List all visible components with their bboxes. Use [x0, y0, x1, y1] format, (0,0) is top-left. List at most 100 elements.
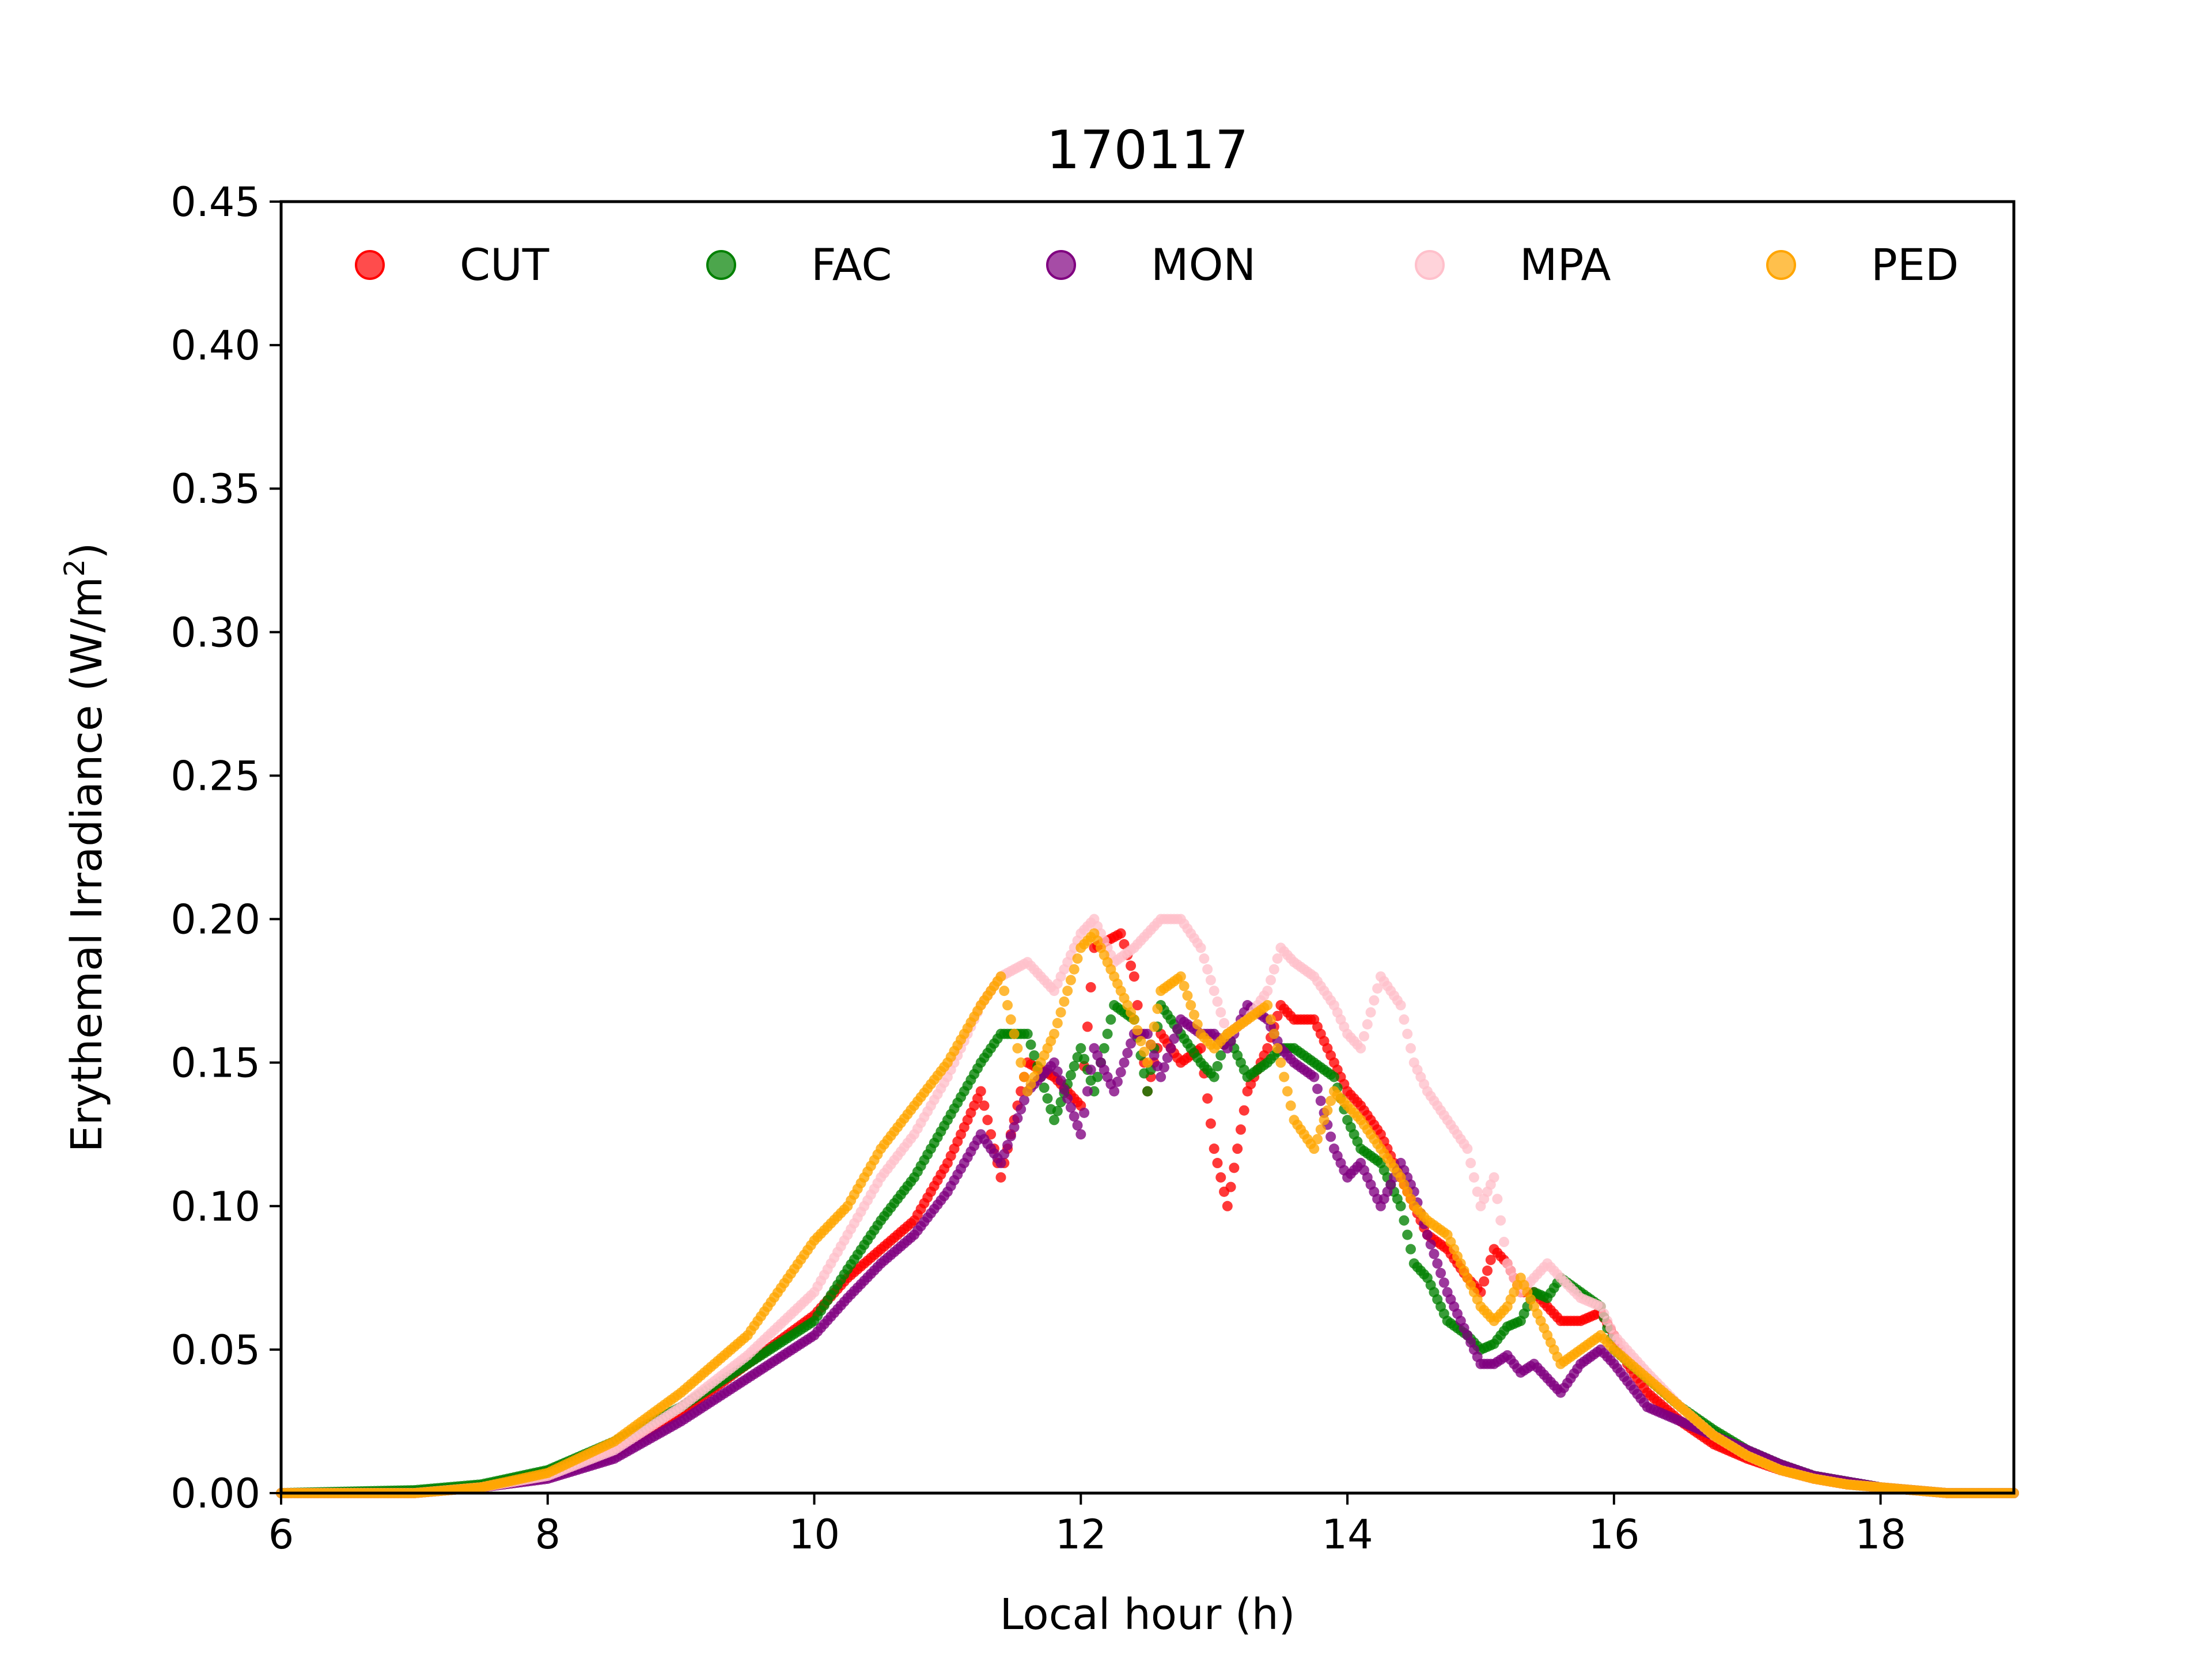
data-point: [979, 1100, 990, 1111]
data-point: [1312, 1134, 1323, 1145]
data-point: [1395, 1000, 1406, 1011]
data-point: [1069, 1111, 1080, 1122]
data-point: [1126, 960, 1137, 971]
data-point: [1115, 928, 1126, 939]
data-point: [1422, 1229, 1433, 1240]
data-point: [1055, 1075, 1066, 1086]
data-point: [1005, 1131, 1016, 1142]
legend: CUT FAC MON MPA PED: [355, 239, 1959, 290]
data-point: [1205, 1118, 1216, 1129]
data-point: [1209, 986, 1219, 997]
data-point: [1156, 1071, 1166, 1082]
legend-marker: [706, 250, 736, 280]
legend-item-cut: CUT: [355, 239, 550, 290]
data-point: [1488, 1172, 1499, 1183]
data-point: [1025, 1039, 1036, 1050]
data-point: [1359, 1031, 1369, 1041]
chart-title: 170117: [1046, 119, 1248, 181]
data-point: [1158, 1062, 1169, 1073]
y-tick-label: 0.30: [171, 609, 260, 656]
y-tick-label: 0.10: [171, 1183, 260, 1230]
plot-frame: [279, 200, 2016, 1495]
data-point: [1238, 1105, 1249, 1116]
data-point: [1325, 1096, 1336, 1107]
data-point: [1059, 1084, 1070, 1095]
data-point: [1132, 1000, 1143, 1011]
data-point: [1062, 986, 1073, 997]
data-point: [1188, 1009, 1199, 1020]
x-tick-label: 8: [535, 1511, 560, 1558]
data-point: [1165, 1043, 1176, 1054]
y-tick-label: 0.35: [171, 465, 260, 513]
data-point: [1102, 1028, 1113, 1039]
data-point: [1472, 1186, 1483, 1197]
data-point: [1029, 1050, 1040, 1061]
data-point: [1219, 1018, 1230, 1029]
data-point: [1112, 1076, 1123, 1087]
data-point: [1212, 1060, 1223, 1071]
x-tick-label: 10: [789, 1511, 840, 1558]
data-point: [1365, 1007, 1376, 1018]
data-point: [1435, 1268, 1446, 1279]
y-tick-label: 0.40: [171, 322, 260, 369]
data-point: [1425, 1239, 1436, 1250]
x-tick-label: 16: [1588, 1511, 1639, 1558]
data-point: [1172, 1024, 1183, 1035]
data-point: [1479, 1276, 1490, 1287]
data-point: [1432, 1258, 1443, 1269]
y-axis-title-close: ): [62, 543, 112, 559]
data-point: [975, 1086, 986, 1097]
data-point: [1052, 1066, 1063, 1077]
legend-item-ped: PED: [1766, 239, 1959, 290]
data-point: [1279, 1071, 1290, 1082]
data-point: [1065, 975, 1076, 986]
data-point: [1052, 1018, 1063, 1029]
data-point: [1202, 1093, 1213, 1104]
data-point: [1072, 953, 1083, 964]
x-axis-title: Local hour (h): [1000, 1590, 1296, 1639]
data-point: [1126, 1038, 1137, 1049]
data-point: [1049, 1115, 1060, 1126]
data-point: [1272, 1043, 1283, 1054]
legend-label: PED: [1871, 239, 1959, 290]
data-point: [1152, 1003, 1163, 1014]
data-point: [995, 1158, 1006, 1169]
data-point: [999, 986, 1010, 997]
data-point: [1285, 1100, 1296, 1111]
data-point: [1399, 1014, 1410, 1025]
data-point: [1325, 1131, 1336, 1142]
data-point: [1018, 1095, 1029, 1106]
data-point: [1009, 1028, 1020, 1039]
data-point: [982, 1115, 993, 1126]
data-point: [1005, 1014, 1016, 1025]
data-point: [1215, 1172, 1226, 1183]
data-point: [1082, 1021, 1093, 1032]
data-point: [1372, 983, 1383, 994]
legend-item-mon: MON: [1046, 239, 1256, 290]
data-point: [1268, 1028, 1279, 1039]
data-point: [1465, 1158, 1476, 1169]
data-point: [1429, 1248, 1440, 1259]
x-axis: 6 8 10 12 14 16 18: [268, 1493, 1906, 1558]
data-point: [1016, 1104, 1027, 1115]
data-point: [1132, 1025, 1143, 1036]
data-point: [1099, 1043, 1109, 1054]
data-point: [1268, 964, 1279, 975]
data-point: [1142, 1086, 1153, 1097]
y-tick-label: 0.00: [171, 1470, 260, 1517]
data-point: [1002, 1000, 1013, 1011]
data-point: [1312, 1084, 1323, 1094]
data-point: [1135, 1036, 1146, 1047]
data-point: [1169, 1033, 1180, 1044]
data-point: [1109, 1086, 1120, 1097]
data-point: [1139, 1046, 1150, 1057]
data-point: [1062, 1093, 1073, 1104]
data-point: [1215, 1007, 1226, 1018]
data-point: [1162, 1052, 1173, 1063]
data-point: [1092, 1071, 1103, 1082]
data-point: [1185, 1000, 1196, 1011]
data-point: [1128, 971, 1139, 982]
data-point: [1022, 1028, 1033, 1039]
data-point: [1119, 939, 1130, 950]
